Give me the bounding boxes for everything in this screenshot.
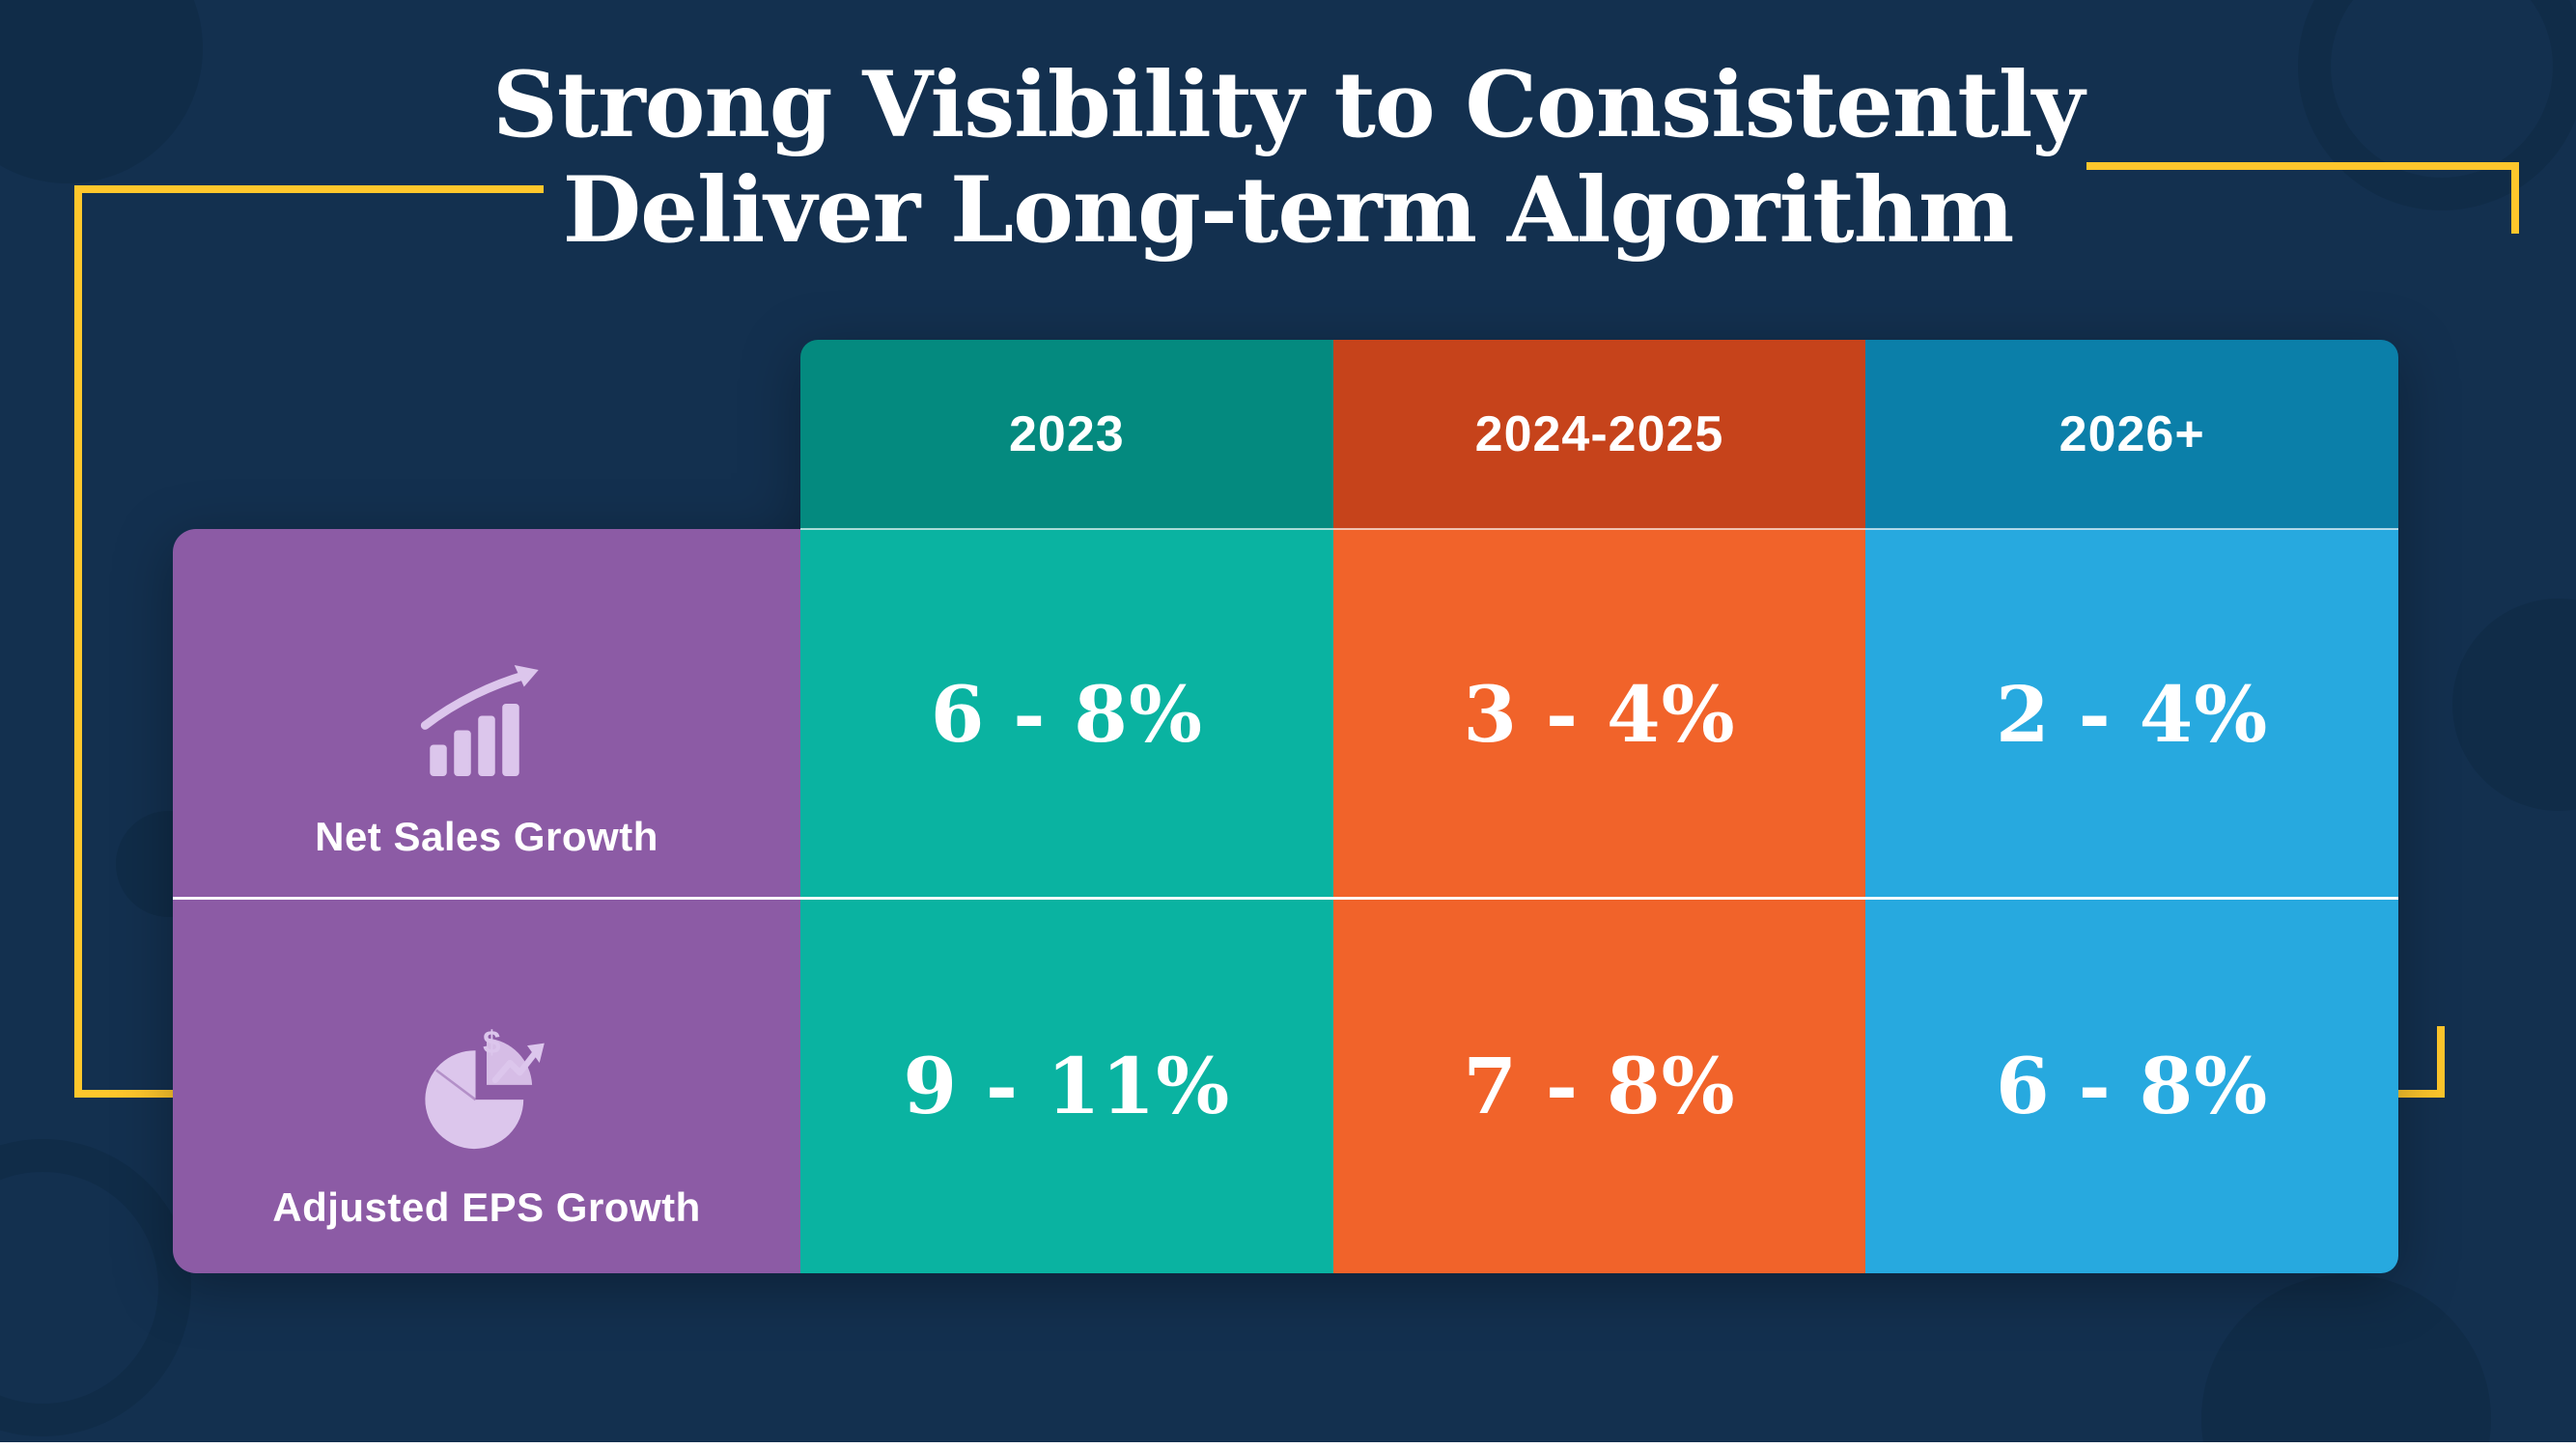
slide-bottom-edge xyxy=(0,1442,2576,1448)
row-divider xyxy=(173,897,2398,900)
column-header-2026plus: 2026+ xyxy=(1865,340,2398,529)
frame-line-top-right xyxy=(2086,162,2519,170)
table-cell-net-sales-2024-2025: 3 - 4% xyxy=(1463,668,1736,760)
column-2026plus: 2 - 4% 6 - 8% xyxy=(1865,529,2398,1273)
column-2024-2025: 3 - 4% 7 - 8% xyxy=(1332,529,1866,1273)
row-label-adjusted-eps-growth: $ Adjusted EPS Growth xyxy=(173,899,800,1273)
table-cell-net-sales-2023: 6 - 8% xyxy=(930,668,1203,760)
background-shape xyxy=(2452,599,2576,811)
frame-line-left xyxy=(74,185,82,1098)
background-shape xyxy=(2201,1274,2491,1448)
row-label-text: Net Sales Growth xyxy=(315,814,658,859)
frame-line-top-left xyxy=(74,185,544,193)
table-cell-net-sales-2026plus: 2 - 4% xyxy=(1996,668,2269,760)
row-label-net-sales-growth: Net Sales Growth xyxy=(173,529,800,899)
table-cell-eps-2026plus: 6 - 8% xyxy=(1996,1041,2269,1131)
row-label-column: Net Sales Growth $ Adjusted EPS Growth xyxy=(173,529,800,1273)
header-body-divider xyxy=(800,528,2398,530)
table-cell-eps-2023: 9 - 11% xyxy=(903,1041,1231,1131)
row-label-text: Adjusted EPS Growth xyxy=(272,1184,701,1230)
frame-line-right-top-stub xyxy=(2511,162,2519,234)
page-title-line1: Strong Visibility to Consistently xyxy=(491,52,2085,158)
table-header-row: 2023 2024-2025 2026+ xyxy=(800,340,2398,529)
pie-chart-dollar-icon: $ xyxy=(419,1025,554,1161)
table-cell-eps-2024-2025: 7 - 8% xyxy=(1463,1041,1736,1131)
column-header-2024-2025: 2024-2025 xyxy=(1332,340,1866,529)
svg-text:$: $ xyxy=(483,1028,501,1061)
page-title: Strong Visibility to Consistently Delive… xyxy=(0,52,2576,265)
page-title-line2: Deliver Long-term Algorithm xyxy=(562,157,2015,265)
column-2023: 6 - 8% 9 - 11% xyxy=(800,529,1333,1273)
background-shape xyxy=(0,1139,191,1436)
bar-chart-growth-icon xyxy=(420,665,553,791)
growth-algorithm-table: 2023 2024-2025 2026+ xyxy=(173,340,2398,1273)
frame-line-right-bottom-stub xyxy=(2437,1026,2445,1090)
table-body: 6 - 8% 9 - 11% 3 - 4% 7 - 8% 2 - 4% 6 - … xyxy=(800,529,2398,1273)
column-header-2023: 2023 xyxy=(800,340,1333,529)
